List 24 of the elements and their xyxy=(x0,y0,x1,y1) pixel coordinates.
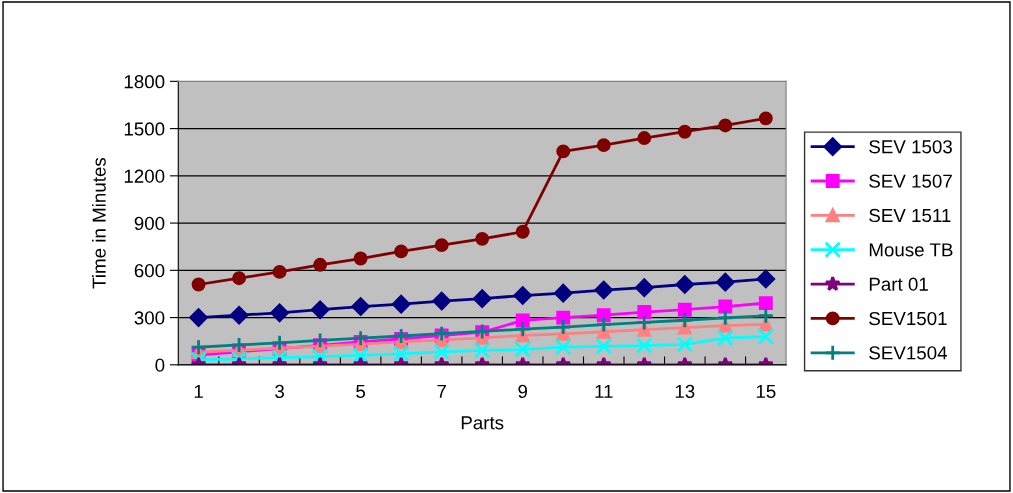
y-tick-label: 1800 xyxy=(124,75,165,89)
y-tick-label: 900 xyxy=(134,216,165,231)
y-axis-title: Time in Minutes xyxy=(92,157,106,289)
y-tick-label: 1200 xyxy=(124,169,165,183)
x-tick-label: 11 xyxy=(595,384,613,398)
x-tick-label: 1 xyxy=(194,384,203,398)
legend-label: SEV1504 xyxy=(869,346,948,360)
y-tick-label: 1500 xyxy=(124,122,165,136)
legend-label: SEV 1511 xyxy=(869,208,951,223)
x-tick-label: 5 xyxy=(356,384,366,399)
legend-label: SEV1501 xyxy=(869,311,947,326)
x-tick-label: 15 xyxy=(756,384,776,399)
x-axis-title: Parts xyxy=(461,416,504,430)
legend-label: SEV 1507 xyxy=(869,174,952,188)
x-tick-label: 13 xyxy=(675,384,695,399)
x-tick-label: 9 xyxy=(518,384,528,399)
y-tick-label: 600 xyxy=(134,264,165,278)
y-tick-label: 300 xyxy=(134,311,165,325)
y-tick-label: 0 xyxy=(155,358,165,372)
x-tick-label: 7 xyxy=(437,384,446,398)
legend-label: SEV 1503 xyxy=(869,140,952,154)
legend-label: Part 01 xyxy=(869,277,928,291)
legend-label: Mouse TB xyxy=(869,243,953,257)
x-tick-label: 3 xyxy=(275,384,284,399)
